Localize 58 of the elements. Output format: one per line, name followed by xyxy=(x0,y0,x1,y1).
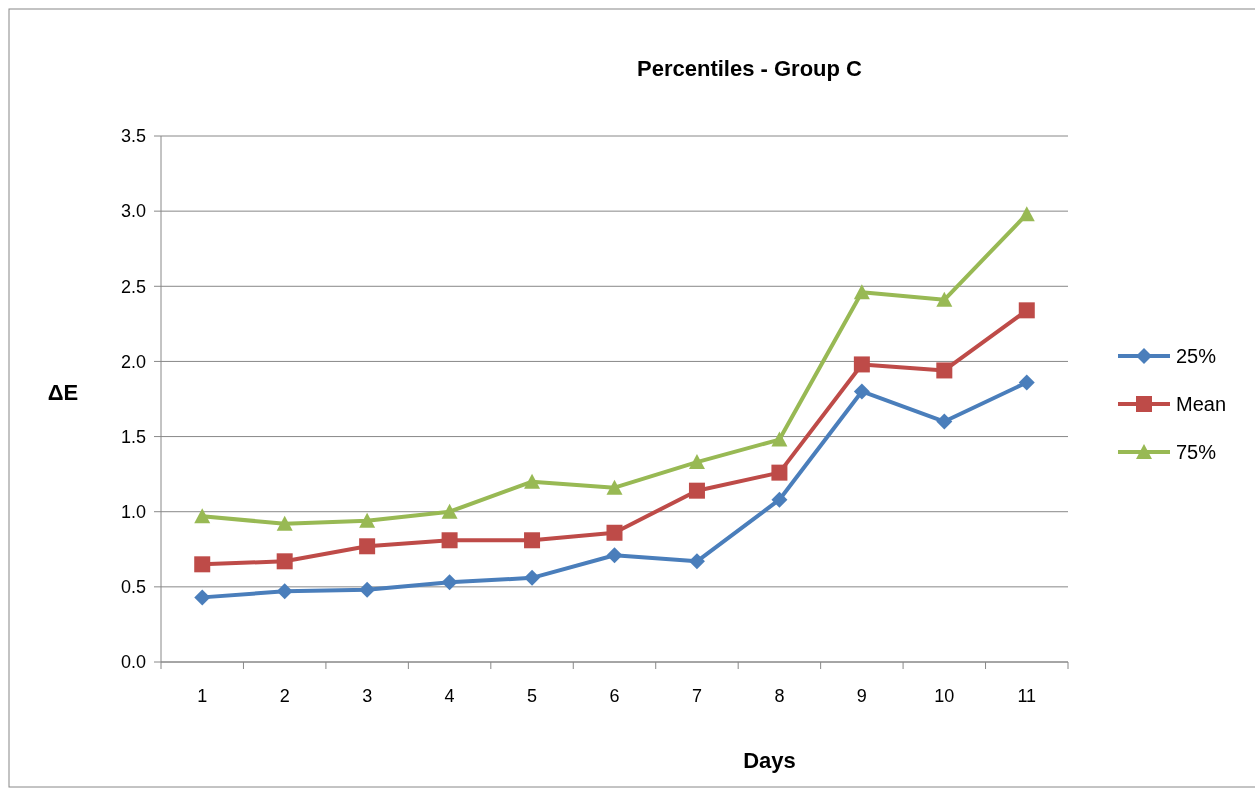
point xyxy=(771,431,788,447)
y-tick-label: 1.5 xyxy=(120,426,146,447)
point xyxy=(276,553,293,570)
point xyxy=(771,464,788,481)
point xyxy=(688,454,705,470)
y-tick-label: 1.0 xyxy=(120,502,146,523)
point xyxy=(524,532,541,549)
point xyxy=(359,538,376,555)
point xyxy=(194,508,211,524)
point xyxy=(688,482,705,499)
point xyxy=(441,532,458,549)
y-tick-label: 0.0 xyxy=(120,652,146,673)
legend-label: Mean xyxy=(1176,393,1227,415)
point xyxy=(1018,206,1035,222)
x-tick-label: 1 xyxy=(197,686,208,706)
y-tick-label: 0.5 xyxy=(120,577,146,598)
point xyxy=(194,556,211,573)
x-tick-label: 8 xyxy=(774,686,785,706)
x-tick-label: 11 xyxy=(1017,686,1037,706)
point xyxy=(771,491,788,508)
point xyxy=(606,547,623,564)
legend-label: 75% xyxy=(1176,441,1217,463)
y-tick-label: 3.0 xyxy=(120,201,146,222)
point xyxy=(524,569,541,586)
x-tick-label: 9 xyxy=(856,686,867,706)
x-tick-label: 3 xyxy=(362,686,373,706)
legend-label: 25% xyxy=(1176,345,1217,367)
y-tick-label: 2.5 xyxy=(120,276,146,297)
x-tick-label: 5 xyxy=(527,686,538,706)
point xyxy=(606,479,623,495)
chart-title: Percentiles - Group C xyxy=(637,56,863,81)
point xyxy=(606,524,623,541)
point xyxy=(441,574,458,591)
point xyxy=(936,362,953,379)
x-tick-label: 7 xyxy=(691,686,702,706)
point xyxy=(936,413,953,430)
point xyxy=(936,291,953,307)
point xyxy=(359,512,376,528)
point xyxy=(688,553,705,570)
y-tick-label: 3.5 xyxy=(120,126,146,147)
point xyxy=(524,473,541,489)
point xyxy=(853,383,870,400)
point xyxy=(1018,374,1035,391)
point xyxy=(359,581,376,598)
point xyxy=(853,356,870,373)
point xyxy=(194,589,211,606)
x-tick-label: 2 xyxy=(279,686,290,706)
x-axis-title: Days xyxy=(743,748,796,773)
point xyxy=(853,284,870,300)
point xyxy=(276,583,293,600)
y-tick-label: 2.0 xyxy=(120,351,146,372)
point xyxy=(276,515,293,531)
point xyxy=(441,503,458,519)
y-axis-title: ΔE xyxy=(47,380,79,405)
x-tick-label: 6 xyxy=(609,686,620,706)
x-tick-label: 4 xyxy=(444,686,455,706)
x-tick-label: 10 xyxy=(934,686,955,706)
point xyxy=(1018,302,1035,319)
